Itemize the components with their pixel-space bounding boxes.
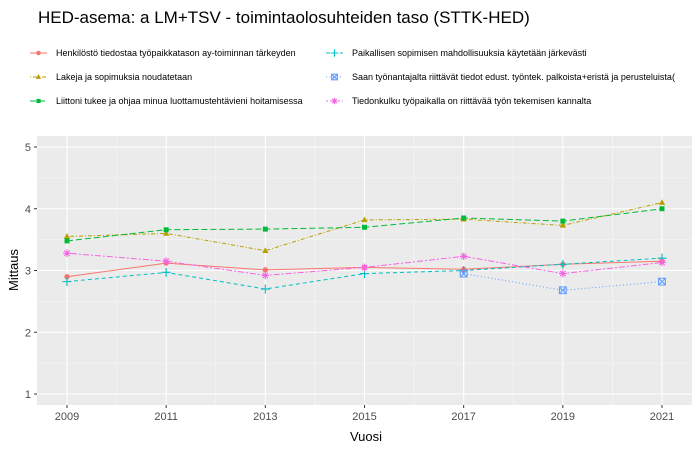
x-tick-label: 2011 [154,411,178,423]
chart-title: HED-asema: a LM+TSV - toimintaolosuhteid… [38,8,530,27]
y-tick-label: 4 [25,204,31,216]
x-tick-label: 2009 [55,411,79,423]
series-5 [459,269,666,295]
data-point [658,199,666,205]
data-point [658,277,666,286]
y-tick-label: 2 [25,327,31,339]
series-6 [63,249,666,280]
data-point [161,267,171,277]
data-point [262,226,268,232]
data-point [36,50,41,56]
data-point [658,258,666,267]
y-axis-title: Mittaus [6,249,21,291]
data-point [261,271,270,280]
data-point [35,74,42,79]
data-point [63,233,71,239]
data-point [331,97,338,105]
x-tick-label: 2013 [253,411,277,423]
data-point [163,227,169,233]
data-point [558,259,568,269]
x-tick-label: 2017 [451,411,475,423]
legend-item: Lakeja ja sopimuksia noudatetaan [30,72,192,82]
legend-item: Saan työnantajalta riittävät tiedot edus… [326,72,675,82]
legend-item: Paikallisen sopimisen mahdollisuuksia kä… [326,48,587,58]
data-point [560,218,566,224]
data-point [558,286,567,295]
data-point [559,269,567,278]
x-tick-label: 2021 [650,411,674,423]
data-point [459,269,468,278]
x-tick-label: 2015 [352,411,376,423]
legend-item: Henkilöstö tiedostaa työpaikkatason ay-t… [30,48,296,58]
data-point [62,277,72,287]
series-3 [64,206,665,244]
data-point [262,267,269,273]
plot-area: 1 2 3 4 5 2009 2011 2013 2015 2017 2019 2021 [25,136,692,423]
data-point [162,257,170,266]
data-point [260,284,270,294]
data-point [330,49,339,57]
data-point [36,98,41,104]
data-point [262,247,269,253]
legend-label: Tiedonkulku työpaikalla on riittävää työ… [352,96,591,106]
data-point [360,263,369,272]
legend-label: Paikallisen sopimisen mahdollisuuksia kä… [352,48,587,58]
data-point [64,273,70,280]
data-point [659,206,665,212]
data-point [459,252,468,261]
legend-label: Saan työnantajalta riittävät tiedot edus… [352,72,675,82]
x-axis-title: Vuosi [350,429,382,444]
legend-label: Liittoni tukee ja ohjaa minua luottamust… [56,96,303,106]
legend-label: Henkilöstö tiedostaa työpaikkatason ay-t… [56,48,296,58]
data-point [361,216,368,223]
data-point [331,73,338,81]
data-point [64,238,70,244]
legend-item: Tiedonkulku työpaikalla on riittävää työ… [326,96,591,106]
legend-label: Lakeja ja sopimuksia noudatetaan [56,72,192,82]
legend-item: Liittoni tukee ja ohjaa minua luottamust… [30,96,303,106]
data-point [461,215,467,221]
data-point [63,249,71,258]
y-tick-label: 3 [25,266,31,278]
legend: Henkilöstö tiedostaa työpaikkatason ay-t… [30,48,675,106]
x-tick-label: 2019 [551,411,575,423]
data-point [559,222,566,228]
data-point [362,224,367,230]
y-tick-label: 5 [25,142,31,154]
data-point [163,230,170,236]
y-tick-label: 1 [25,389,31,401]
